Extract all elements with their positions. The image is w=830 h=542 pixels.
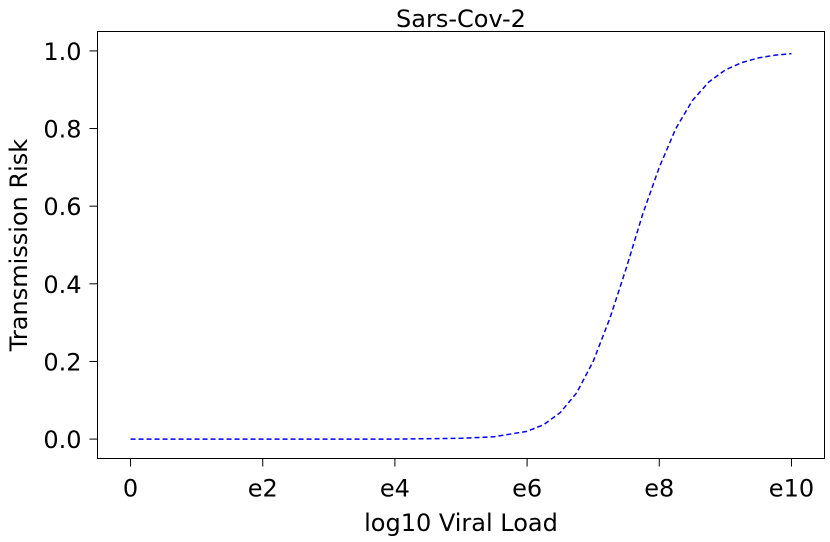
series-line [130,52,792,440]
y-axis: 0.0 0.2 0.4 0.6 0.8 1.0 [43,38,98,454]
y-tick-label: 0.0 [43,426,81,454]
y-tick-label: 0.4 [43,271,81,299]
y-tick-label: 0.8 [43,116,81,144]
y-tick-label: 1.0 [43,38,81,66]
y-axis-title: Transmission Risk [5,139,33,353]
x-tick-label: e2 [248,475,278,503]
x-axis: 0 e2 e4 e6 e8 e10 [123,458,814,503]
x-tick-label: e8 [644,475,674,503]
x-tick-label: 0 [123,475,138,503]
x-tick-label: e6 [512,475,542,503]
x-axis-title: log10 Viral Load [364,509,558,537]
x-tick-label: e4 [380,475,410,503]
x-tick-label: e10 [769,475,814,503]
chart-title: Sars-Cov-2 [396,5,526,33]
series-layer [130,52,792,440]
y-tick-label: 0.2 [43,348,81,376]
plot-area-frame [97,31,825,459]
y-tick-label: 0.6 [43,193,81,221]
